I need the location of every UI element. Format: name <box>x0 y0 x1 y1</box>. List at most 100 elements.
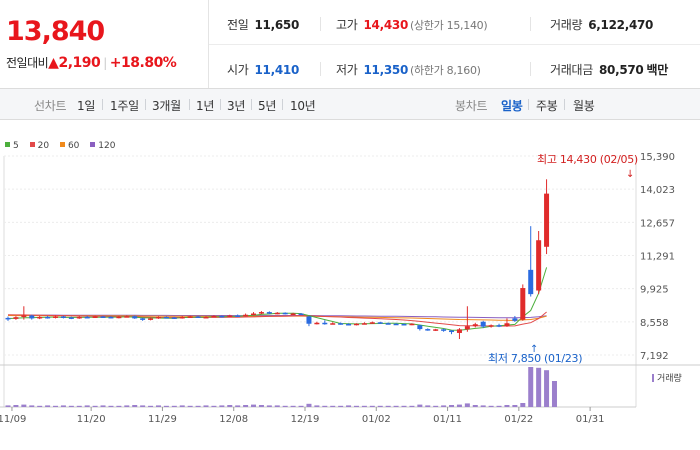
candle-body <box>195 316 201 318</box>
y-tick-label: 12,657 <box>640 218 675 229</box>
x-tick-label: 01/31 <box>576 414 605 425</box>
volume-bar <box>274 405 280 407</box>
period-3m-button[interactable]: 3개월 <box>152 99 181 113</box>
candle-body <box>92 316 98 318</box>
candle-daily-button[interactable]: 일봉 <box>501 99 523 113</box>
period-5y-button[interactable]: 5년 <box>258 99 277 113</box>
candle-body <box>179 316 185 319</box>
candle-body <box>68 317 74 319</box>
candle-body <box>393 323 399 326</box>
legend-label: 60 <box>67 141 80 151</box>
volume-bar <box>211 405 217 407</box>
chart-period-toolbar: 선차트 1일 1주일 3개월 1년 3년 5년 10년 봉차트 일봉 주봉 월봉 <box>0 89 700 120</box>
legend-swatch <box>90 142 96 147</box>
prev-close: 전일 11,650 <box>227 16 299 33</box>
candle-body <box>108 316 114 319</box>
amount-value: 80,570 <box>598 63 644 77</box>
candle-body <box>369 322 375 324</box>
volume-bar <box>433 405 439 407</box>
volume-bar <box>179 405 185 407</box>
volume-bar <box>551 381 557 407</box>
candle-body <box>219 315 225 318</box>
change-label: 전일대비 <box>6 56 49 70</box>
volume-bar <box>124 405 130 407</box>
y-tick-label: 8,558 <box>640 318 669 329</box>
y-tick-label: 7,192 <box>640 351 669 362</box>
candle-monthly-button[interactable]: 월봉 <box>573 99 595 113</box>
volume-bar <box>393 405 399 407</box>
ma20-line <box>7 311 547 327</box>
volume-bar <box>116 405 122 407</box>
volume-bar <box>330 405 336 407</box>
period-3y-button[interactable]: 3년 <box>227 99 246 113</box>
x-tick-label: 01/22 <box>504 414 533 425</box>
volume-bar <box>282 405 288 407</box>
volume-bar <box>441 405 447 407</box>
candle-body <box>536 240 542 291</box>
candle-body <box>274 312 280 315</box>
candle-body <box>13 317 19 319</box>
volume-bar <box>314 405 320 407</box>
candle-body <box>140 318 146 320</box>
volume-bar <box>456 404 462 407</box>
period-1y-button[interactable]: 1년 <box>196 99 215 113</box>
legend-label: 5 <box>13 141 19 151</box>
volume-bar <box>132 405 138 407</box>
candle-body <box>37 316 43 319</box>
candle-body <box>433 329 439 331</box>
volume-label: 거래량 <box>550 18 583 32</box>
divider <box>530 62 531 76</box>
candle-body <box>464 326 470 330</box>
volume-bar <box>480 405 486 407</box>
volume-bar <box>520 403 526 407</box>
volume-bar <box>488 405 494 407</box>
volume-value: 6,122,470 <box>588 18 654 32</box>
divider <box>320 62 321 76</box>
period-1w-button[interactable]: 1주일 <box>110 99 139 113</box>
volume-bar <box>108 405 114 407</box>
volume-bar <box>203 405 209 407</box>
candle-body <box>456 329 462 333</box>
y-tick-label: 15,390 <box>640 152 675 163</box>
candle-body <box>60 316 66 318</box>
candle-weekly-button[interactable]: 주봉 <box>536 99 558 113</box>
volume-bar <box>464 403 470 407</box>
legend-swatch <box>5 142 10 147</box>
candle-body <box>132 316 138 319</box>
candle-body <box>243 314 249 317</box>
period-1d-button[interactable]: 1일 <box>77 99 96 113</box>
upper-limit: (상한가 15,140) <box>410 19 488 32</box>
volume-bar <box>29 405 35 407</box>
divider <box>564 99 565 110</box>
volume-bar <box>163 405 169 407</box>
ma5-line <box>7 267 548 331</box>
open-value: 11,410 <box>254 63 299 77</box>
lower-limit: (하한가 8,160) <box>410 64 481 77</box>
candle-body <box>496 325 502 327</box>
volume-legend-swatch <box>652 374 654 382</box>
candle-chart-label: 봉차트 <box>455 99 488 113</box>
x-tick-label: 11/29 <box>148 414 177 425</box>
candle-body <box>124 316 130 318</box>
volume-bar <box>60 405 66 407</box>
open-price: 시가 11,410 <box>227 61 299 78</box>
candle-body <box>163 316 169 319</box>
candle-body <box>45 316 51 319</box>
candle-body <box>21 315 27 317</box>
volume-bar <box>251 404 257 407</box>
divider <box>145 99 146 110</box>
row-divider <box>209 44 700 45</box>
candlestick-chart[interactable]: 15,390 14,023 12,657 11,291 9,925 8,558 7,192 1… <box>0 145 700 450</box>
x-tick-label: 12/19 <box>291 414 320 425</box>
line-chart-label: 선차트 <box>34 99 67 113</box>
y-tick-label: 11,291 <box>640 252 675 263</box>
volume-bar <box>496 405 502 407</box>
period-10y-button[interactable]: 10년 <box>290 99 316 113</box>
price-change: 전일대비▲2,190 | +18.80% <box>6 54 177 71</box>
open-label: 시가 <box>227 63 249 77</box>
candle-body <box>409 323 415 326</box>
candle-body <box>385 323 391 325</box>
volume-bar <box>171 405 177 407</box>
candle-body <box>76 316 82 319</box>
candle-body <box>441 329 447 331</box>
